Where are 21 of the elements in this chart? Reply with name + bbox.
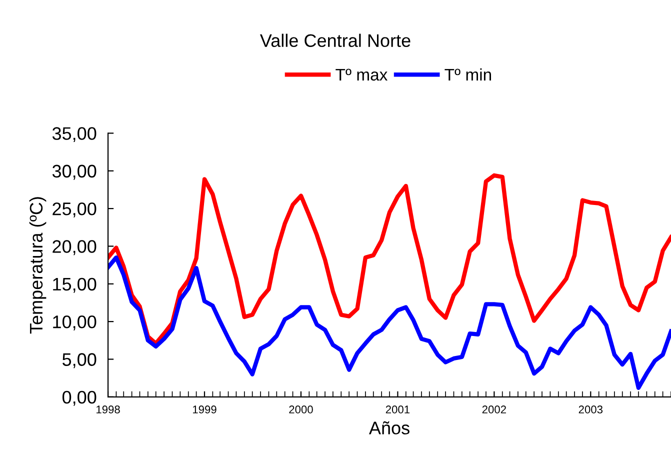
legend-label: Tº min (444, 68, 492, 80)
chart-title: Valle Central Norte (260, 34, 410, 48)
x-tick-label: 2000 (289, 406, 313, 414)
y-tick-label: 20,00 (52, 240, 96, 256)
x-tick-label: 2003 (578, 406, 603, 414)
x-tick-label: 1999 (192, 406, 216, 414)
x-axis-title: Años (368, 421, 410, 434)
y-tick-label: 5,00 (62, 353, 96, 368)
line-series (108, 173, 671, 346)
y-axis-title: Temperatura (ºC) (29, 197, 46, 334)
line-series (108, 255, 671, 390)
y-tick-label: 10,00 (53, 315, 96, 330)
y-tick-label: 15,00 (53, 278, 96, 293)
legend-label: Tº max (336, 68, 388, 81)
x-tick-label: 2002 (482, 406, 506, 414)
y-tick-label: 0,00 (62, 390, 96, 406)
y-tick-label: 25,00 (52, 202, 96, 218)
y-tick-label: 30,00 (52, 164, 96, 180)
y-tick-label: 35,00 (52, 127, 96, 142)
x-tick-label: 2001 (386, 406, 410, 414)
x-tick-label: 1998 (96, 406, 120, 414)
